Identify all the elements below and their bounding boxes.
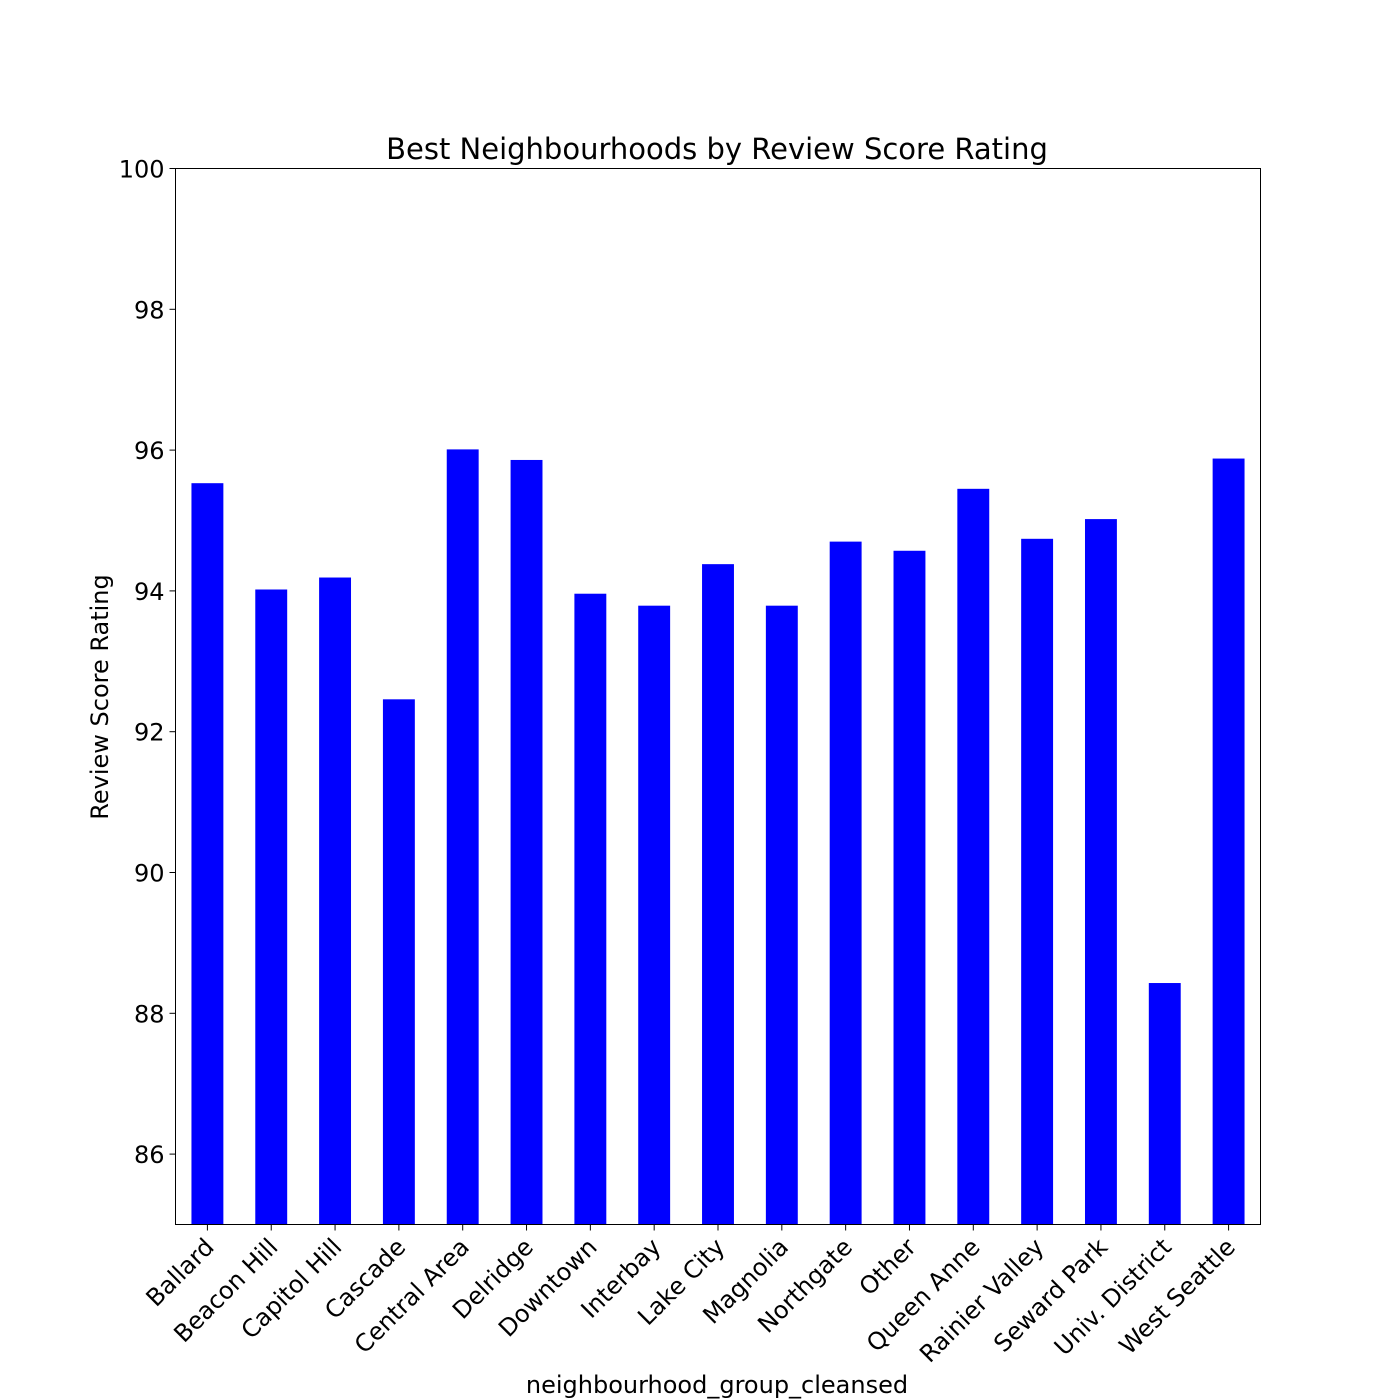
bar — [829, 541, 862, 1225]
bar — [765, 605, 798, 1225]
bar — [255, 589, 288, 1225]
bar — [1084, 519, 1117, 1225]
y-tick-label: 88 — [134, 1000, 165, 1028]
x-axis-label: neighbourhood_group_cleansed — [526, 1371, 908, 1399]
bar-series — [191, 449, 1245, 1225]
bar — [638, 605, 671, 1225]
bar — [191, 483, 224, 1225]
y-axis-label: Review Score Rating — [86, 574, 114, 819]
y-tick-label: 94 — [134, 578, 165, 606]
plot-frame — [175, 168, 1261, 1225]
y-tick-label: 90 — [134, 860, 165, 888]
y-tick-label: 92 — [134, 719, 165, 747]
y-tick-label: 100 — [119, 156, 165, 184]
bar — [382, 699, 415, 1225]
bar — [510, 459, 543, 1225]
bar — [702, 564, 734, 1225]
y-tick-label: 96 — [134, 437, 165, 465]
y-axis: 86 88 90 92 94 96 98 100 — [119, 156, 176, 1169]
bar — [1021, 538, 1054, 1225]
y-tick-label: 98 — [134, 296, 165, 324]
chart-title: Best Neighbourhoods by Review Score Rati… — [386, 132, 1048, 166]
bar — [1212, 458, 1245, 1225]
bar — [574, 593, 607, 1225]
y-tick-label: 86 — [134, 1141, 165, 1169]
bar — [446, 449, 479, 1225]
bar — [893, 550, 926, 1225]
bar — [319, 577, 352, 1225]
bar — [957, 488, 990, 1225]
bar — [1148, 983, 1181, 1225]
